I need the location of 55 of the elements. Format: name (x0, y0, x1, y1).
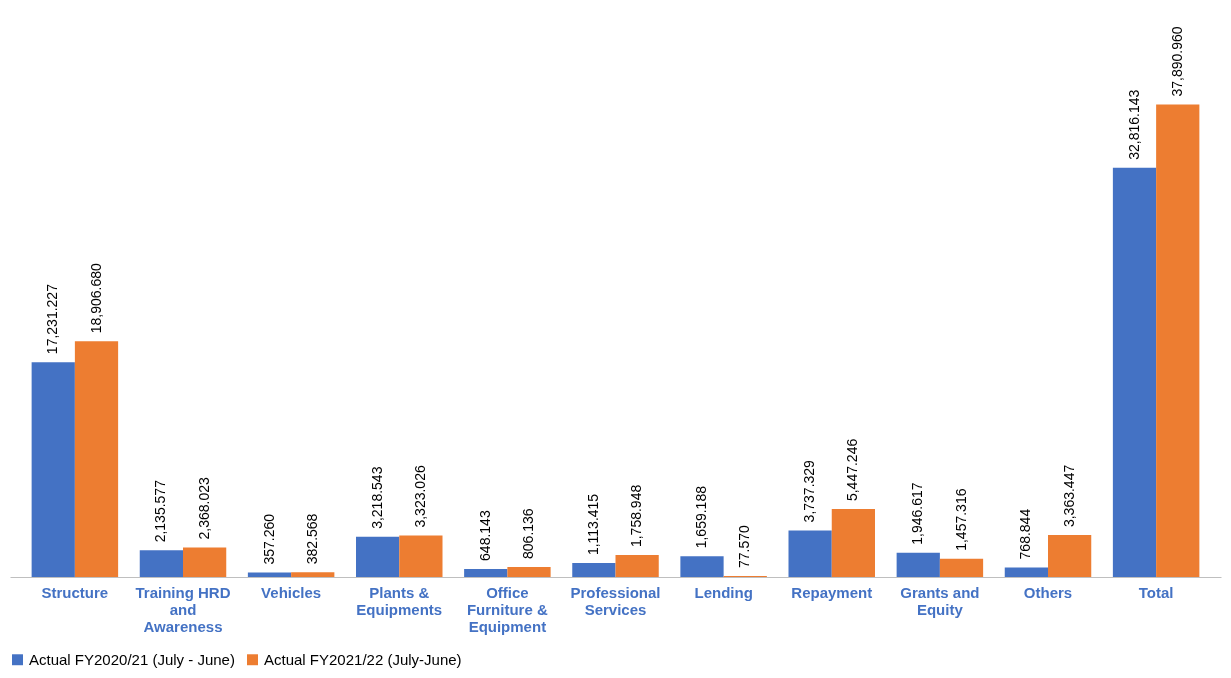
bar (464, 568, 508, 577)
bar (139, 550, 183, 577)
data-label: 18,906.680 (87, 262, 104, 334)
legend-label: Actual FY2021/22 (July-June) (264, 650, 462, 668)
bar (896, 552, 940, 577)
bar (356, 536, 400, 577)
data-label: 357.260 (260, 513, 277, 565)
legend-label: Actual FY2020/21 (July - June) (29, 650, 235, 668)
x-tick-label: Plants & Equipments (356, 583, 443, 618)
data-label: 1,457.316 (952, 488, 969, 551)
bar (74, 341, 119, 577)
x-tick-label: Professional Services (570, 583, 661, 618)
data-label: 806.136 (520, 508, 536, 559)
bar (939, 558, 984, 577)
x-tick-label: Total (1138, 583, 1174, 601)
x-tick-label: Lending (694, 583, 753, 601)
data-label: 3,737.329 (801, 459, 818, 523)
bar (31, 362, 75, 577)
bar (1004, 567, 1048, 577)
data-label: 3,363.447 (1060, 464, 1077, 528)
data-label: 1,758.948 (628, 484, 645, 548)
bar (1156, 104, 1200, 577)
x-tick-label: Vehicles (261, 583, 322, 601)
data-label: 768.844 (1017, 508, 1034, 560)
x-tick-label: Training HRD and Awareness (135, 583, 231, 635)
data-label: 2,135.577 (152, 479, 169, 543)
data-label: 1,659.188 (693, 485, 709, 549)
data-label: 1,946.617 (909, 482, 926, 545)
data-label: 17,231.227 (44, 283, 61, 355)
bar (572, 563, 616, 577)
x-tick-label: Structure (41, 583, 109, 601)
bar (1048, 535, 1092, 577)
x-tick-label: Office Furniture & Equipment (466, 583, 548, 635)
data-label: 5,447.246 (844, 438, 861, 502)
bar (399, 535, 443, 577)
data-label: 77.570 (736, 525, 753, 569)
data-label: 3,218.543 (368, 466, 385, 529)
data-label: 648.143 (476, 510, 493, 561)
x-tick-label: Repayment (791, 583, 873, 601)
bar (680, 556, 724, 577)
data-label: 382.568 (303, 513, 320, 565)
data-label: 3,323.026 (411, 465, 428, 528)
bar (291, 572, 335, 577)
x-tick-label: Others (1023, 583, 1073, 601)
data-label: 32,816.143 (1125, 89, 1142, 160)
data-label: 2,368.023 (195, 476, 212, 540)
bar (831, 509, 875, 577)
bar (615, 555, 659, 577)
data-label: 37,890.960 (1168, 26, 1185, 97)
x-tick-label: Grants and Equity (900, 583, 980, 618)
bar (1112, 167, 1157, 577)
data-label: 1,113.415 (584, 493, 601, 556)
bar (507, 566, 551, 577)
bar (788, 530, 832, 577)
bar (183, 547, 227, 577)
